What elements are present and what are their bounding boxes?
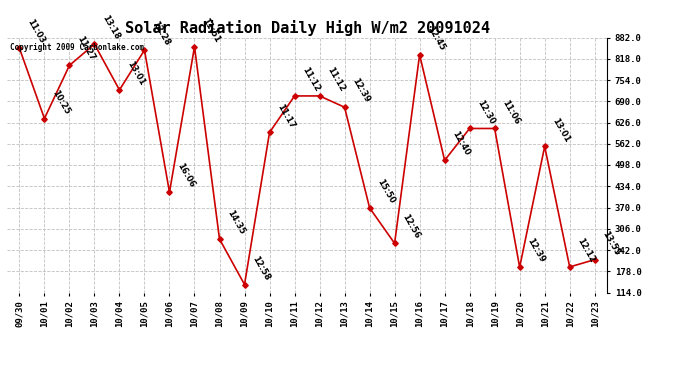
Text: 12:30: 12:30 <box>475 98 496 126</box>
Text: 12:39: 12:39 <box>525 237 546 264</box>
Text: Copyright 2009 Carbonlake.com: Copyright 2009 Carbonlake.com <box>10 43 144 52</box>
Text: 15:50: 15:50 <box>375 177 396 205</box>
Text: 13:01: 13:01 <box>125 60 146 87</box>
Text: 12:45: 12:45 <box>425 24 446 52</box>
Text: 12:56: 12:56 <box>400 213 422 241</box>
Text: 11:03: 11:03 <box>25 18 46 45</box>
Text: 12:28: 12:28 <box>150 20 171 47</box>
Text: 11:51: 11:51 <box>200 16 221 44</box>
Text: 11:12: 11:12 <box>300 65 322 93</box>
Text: 13:18: 13:18 <box>100 14 121 41</box>
Text: 13:01: 13:01 <box>550 116 571 144</box>
Text: 12:12: 12:12 <box>575 236 596 264</box>
Text: 11:27: 11:27 <box>75 35 96 63</box>
Text: 11:17: 11:17 <box>275 102 296 130</box>
Text: 14:35: 14:35 <box>225 209 246 236</box>
Title: Solar Radiation Daily High W/m2 20091024: Solar Radiation Daily High W/m2 20091024 <box>125 20 489 36</box>
Text: 10:25: 10:25 <box>50 88 71 116</box>
Text: 12:58: 12:58 <box>250 254 271 282</box>
Text: 13:55: 13:55 <box>600 229 622 257</box>
Text: 11:06: 11:06 <box>500 98 522 126</box>
Text: 12:39: 12:39 <box>350 77 371 105</box>
Text: 11:12: 11:12 <box>325 65 346 93</box>
Text: 12:40: 12:40 <box>450 130 471 158</box>
Text: 16:06: 16:06 <box>175 162 196 189</box>
